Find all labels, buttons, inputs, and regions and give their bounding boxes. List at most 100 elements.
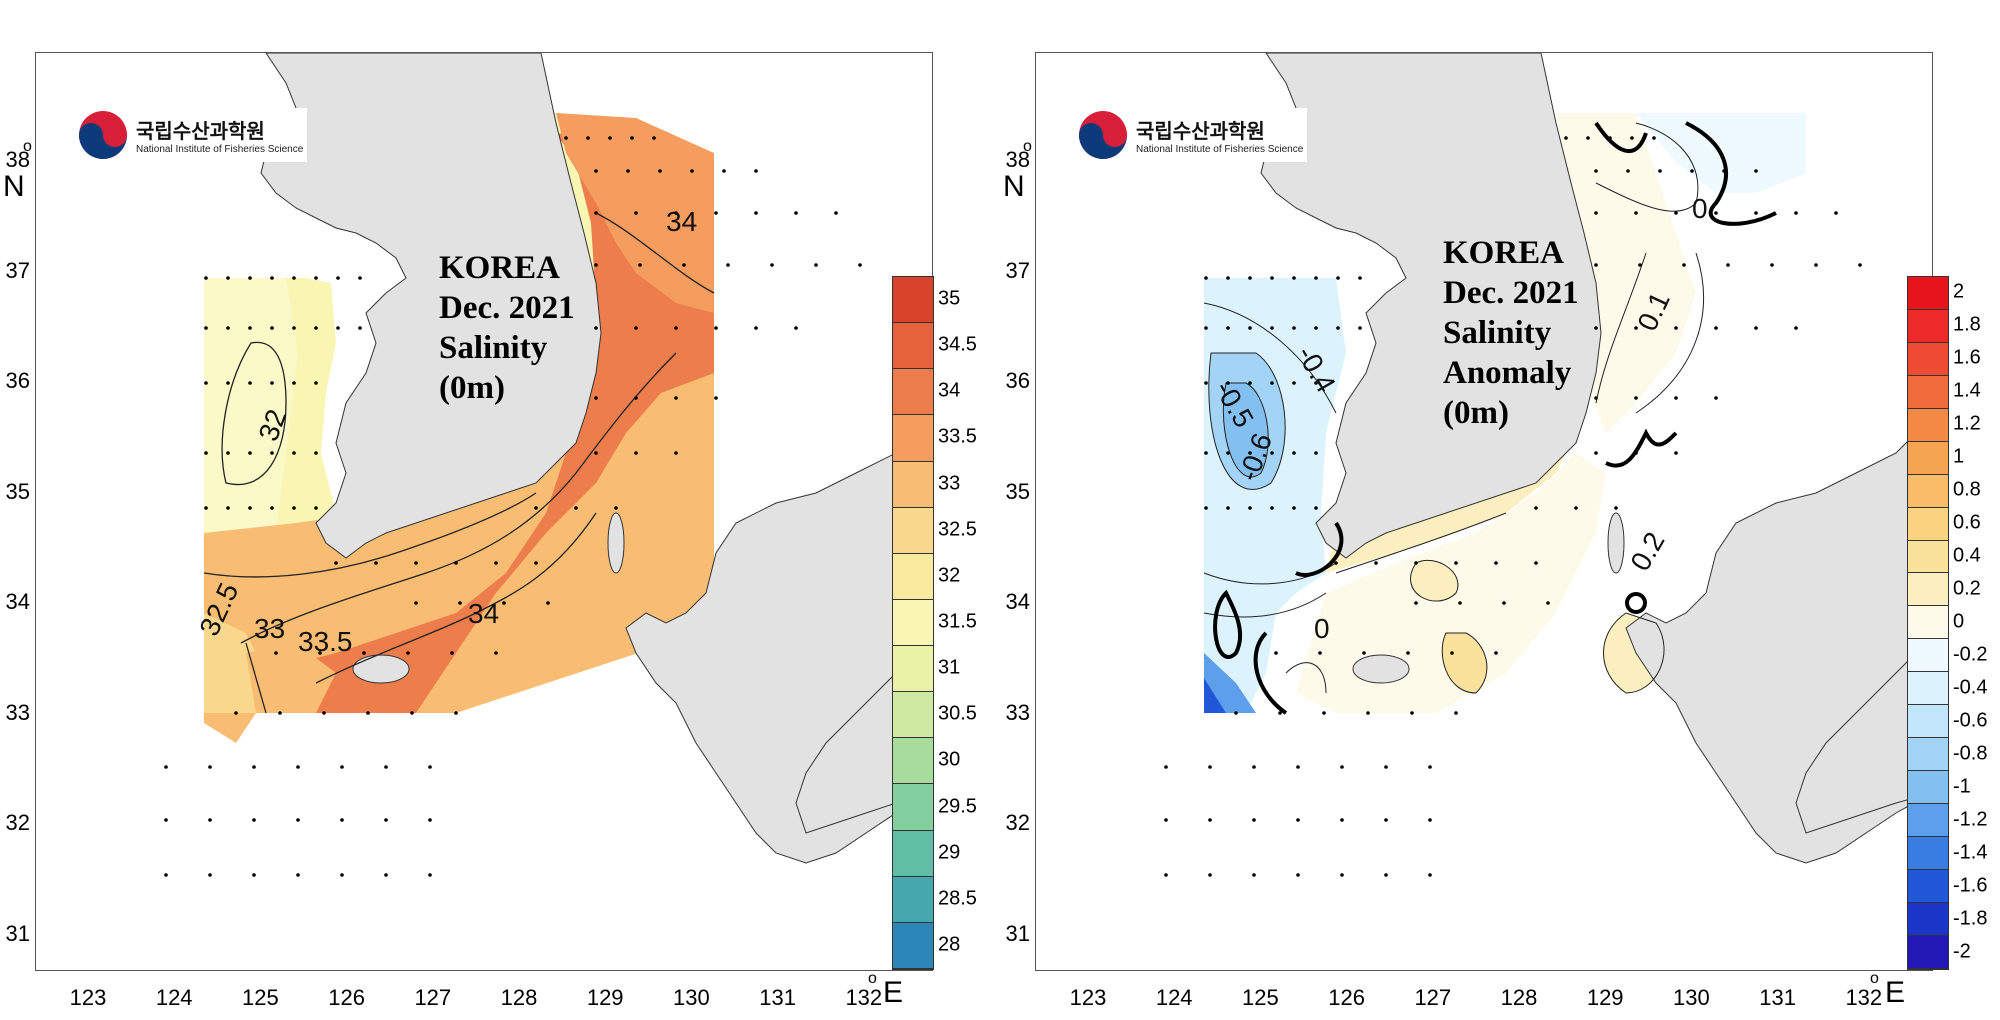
colorbar-label: 1.6 (1953, 346, 1981, 369)
station-dot (1226, 451, 1230, 455)
station-dot (248, 506, 252, 510)
title-line: (0m) (1443, 395, 1509, 431)
station-dot (164, 765, 168, 769)
station-dot (1638, 263, 1642, 267)
y-tick-label: 32 (1005, 810, 1030, 835)
colorbar-segment (1908, 277, 1948, 310)
station-dot (794, 211, 798, 215)
contour-label: 34 (666, 206, 697, 237)
colorbar-label: 34.5 (938, 333, 977, 356)
colorbar-segment (893, 415, 933, 462)
x-tick-label: 127 (1414, 985, 1452, 1010)
salinity-map-frame: 34 32 32.5 33 33.5 34 국립수산과학원 National I… (35, 52, 933, 971)
station-dot (1428, 818, 1432, 822)
anomaly-map-panel: 0 0.1 -0.5 -0.4 -0.6 0.2 0 국립수산과학원 Natio… (1000, 0, 2000, 1020)
station-dot (340, 873, 344, 877)
y-tick-label: 31 (5, 920, 30, 946)
station-dot (594, 326, 598, 330)
logo-name-en: National Institute of Fisheries Science (136, 144, 304, 155)
colorbar-segment (1908, 771, 1948, 804)
colorbar-label: 1.8 (1953, 313, 1981, 336)
colorbar-label: -0.8 (1953, 742, 1988, 765)
station-dot (1770, 263, 1774, 267)
y-tick-label: 37 (5, 257, 30, 283)
station-dot (1608, 136, 1612, 140)
x-tick-label: 129 (586, 985, 624, 1010)
station-dot (1674, 451, 1678, 455)
station-dot (164, 873, 168, 877)
x-tick-label: 127 (414, 985, 452, 1010)
station-dot (1714, 326, 1718, 330)
station-dot (1614, 506, 1618, 510)
station-dot (1682, 263, 1686, 267)
station-dot (1358, 326, 1362, 330)
station-dot (1574, 506, 1578, 510)
station-dot (428, 873, 432, 877)
y-tick-label: 35 (1005, 478, 1030, 504)
station-dot (1726, 263, 1730, 267)
station-dot (1248, 506, 1252, 510)
colorbar-segment (893, 599, 933, 646)
station-dot (454, 711, 458, 715)
colorbar-label: 28.5 (938, 887, 977, 910)
x-tick-label: 125 (242, 985, 279, 1010)
x-tick-label: 128 (500, 985, 538, 1010)
station-dot (1314, 276, 1318, 280)
station-dot (1296, 873, 1300, 877)
station-dot (1322, 711, 1326, 715)
colorbar-segment (1908, 804, 1948, 837)
station-dot (252, 873, 256, 877)
colorbar-label: -0.4 (1953, 676, 1988, 699)
station-dot (340, 818, 344, 822)
station-dot (1754, 326, 1758, 330)
colorbar-segment (1908, 342, 1948, 376)
colorbar-label: 35 (938, 287, 961, 310)
colorbar-label: 0.4 (1953, 544, 1981, 567)
station-dot (494, 561, 498, 565)
station-dot (314, 326, 318, 330)
station-dot (428, 818, 432, 822)
colorbar-segment (1908, 902, 1948, 936)
y-unit-label: N (1003, 170, 1025, 203)
station-dot (534, 506, 538, 510)
contour-label: 0.2 (1624, 527, 1670, 576)
x-tick-label: 128 (1500, 985, 1538, 1010)
station-dot (1794, 326, 1798, 330)
station-dot (1594, 451, 1598, 455)
station-dot (226, 276, 230, 280)
y-tick-label: 32 (5, 810, 30, 835)
contour-label: 33.5 (298, 626, 353, 657)
station-dot (1814, 263, 1818, 267)
station-dot (1292, 381, 1296, 385)
station-dot (296, 873, 300, 877)
station-dot (204, 276, 208, 280)
station-dot (450, 651, 454, 655)
x-unit-label: E (1885, 976, 1906, 1009)
colorbar-segment (1908, 672, 1948, 706)
station-dot (204, 451, 208, 455)
station-dot (674, 326, 678, 330)
degree-symbol: o (1023, 138, 1032, 155)
station-dot (546, 601, 550, 605)
x-tick-label: 131 (1759, 985, 1796, 1010)
colorbar-label: -2 (1953, 940, 1971, 963)
station-dot (1634, 326, 1638, 330)
x-tick-label: 126 (1328, 985, 1365, 1010)
station-dot (204, 326, 208, 330)
station-dot (270, 381, 274, 385)
station-dot (1318, 651, 1322, 655)
station-dot (594, 211, 598, 215)
land (1260, 53, 1932, 864)
station-dot (722, 169, 726, 173)
x-unit-label: E (883, 976, 904, 1009)
colorbar-segment (893, 922, 933, 969)
station-dot (674, 211, 678, 215)
colorbar-segment (893, 692, 933, 739)
station-dot (1714, 211, 1718, 215)
station-dot (494, 651, 498, 655)
station-dot (1248, 381, 1252, 385)
station-dot (834, 211, 838, 215)
anomaly-contours (1203, 122, 1704, 694)
station-dot (754, 211, 758, 215)
station-dot (1634, 451, 1638, 455)
